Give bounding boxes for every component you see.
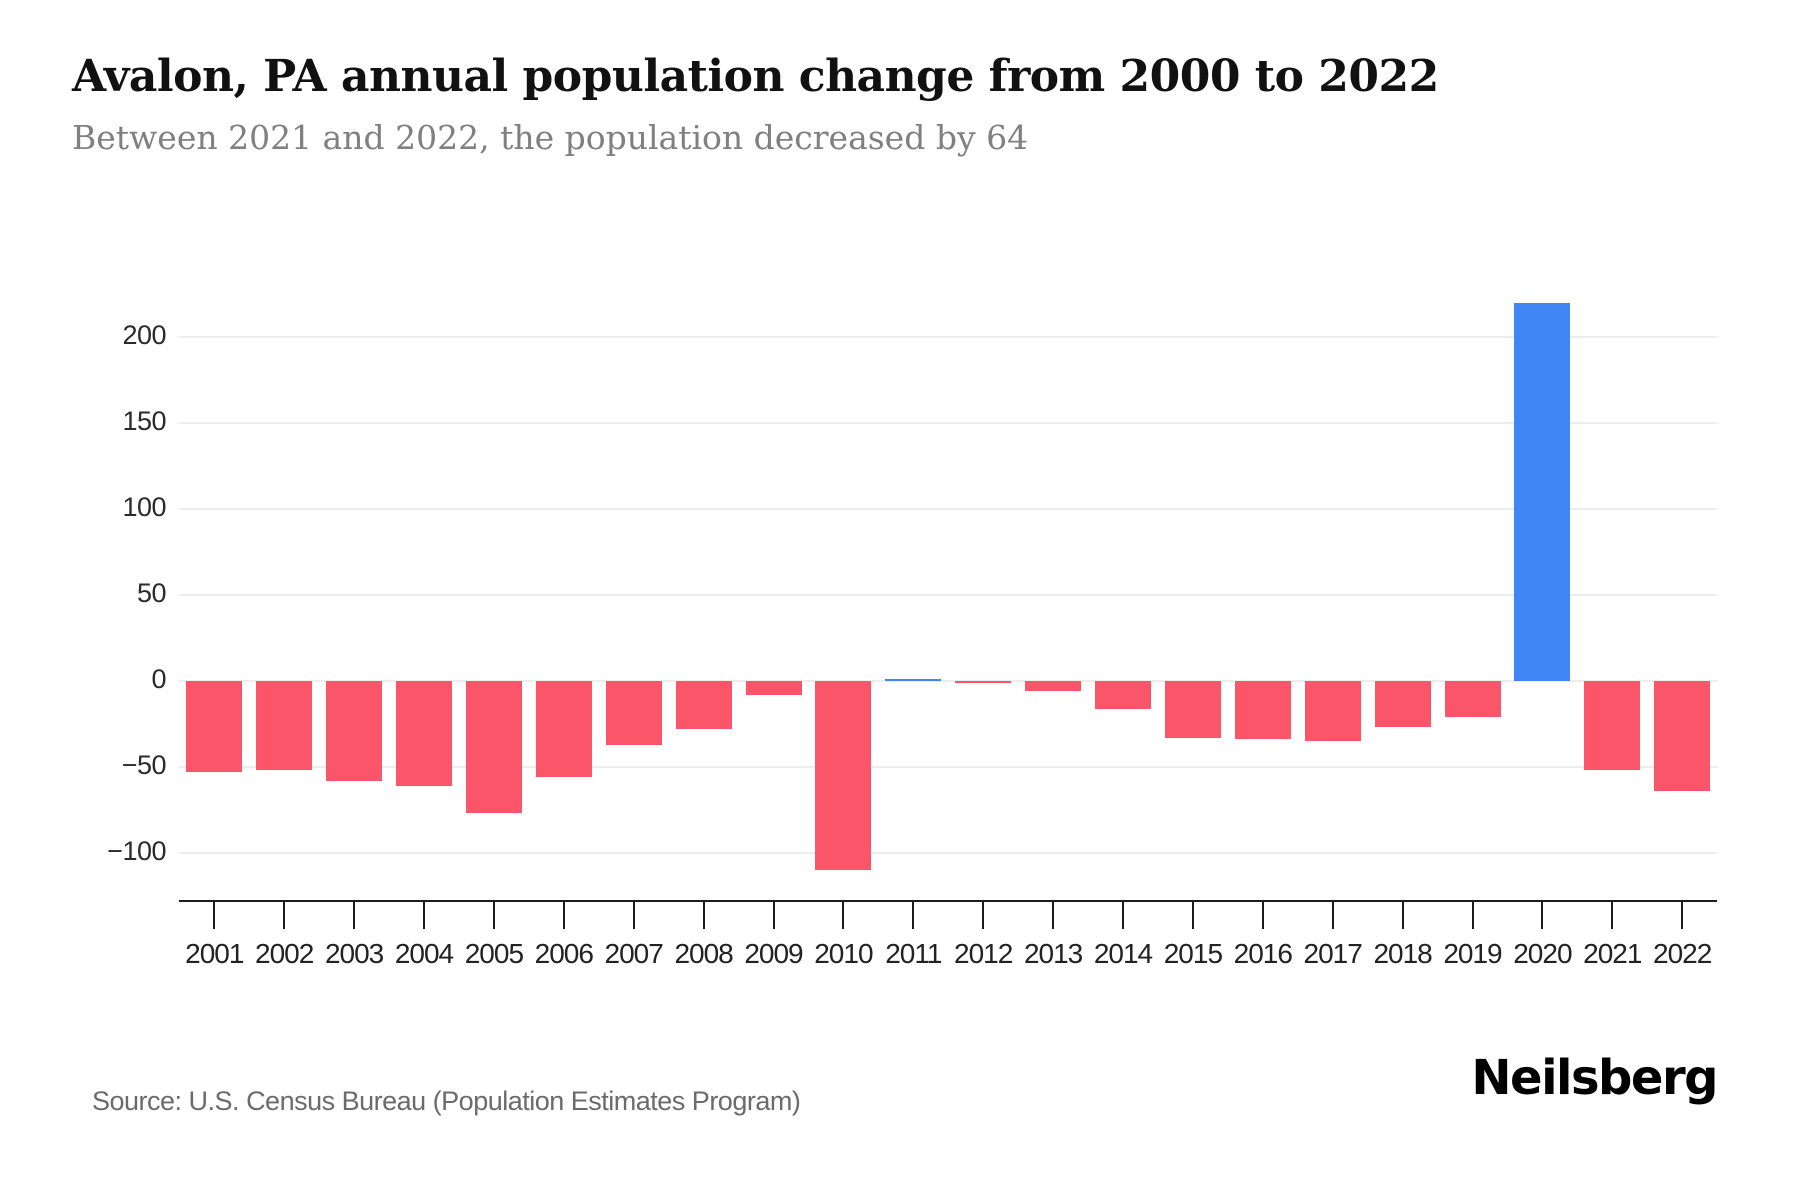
gridline-100 — [179, 508, 1717, 510]
x-tick-2019 — [1471, 900, 1474, 929]
y-axis-label--50: −50 — [121, 750, 167, 780]
y-axis-label-100: 100 — [122, 492, 166, 522]
gridline--50 — [179, 766, 1717, 768]
bar-2013[interactable] — [1025, 681, 1082, 692]
bar-2004[interactable] — [396, 681, 452, 786]
x-tick-2008 — [702, 900, 705, 929]
gridline-150 — [179, 422, 1717, 424]
x-tick-2020 — [1541, 900, 1544, 929]
x-axis-label-2004: 2004 — [394, 938, 454, 969]
bar-2005[interactable] — [465, 681, 522, 814]
gridline-200 — [179, 336, 1717, 338]
y-axis-label-200: 200 — [122, 320, 166, 350]
x-tick-2013 — [1052, 900, 1055, 929]
bar-2014[interactable] — [1095, 681, 1151, 709]
bar-2009[interactable] — [745, 681, 802, 695]
x-tick-2015 — [1191, 900, 1194, 929]
x-tick-2003 — [353, 900, 356, 929]
bar-2022[interactable] — [1654, 681, 1711, 792]
x-axis-label-2013: 2013 — [1023, 938, 1083, 969]
x-axis-label-2017: 2017 — [1303, 938, 1363, 969]
x-tick-2021 — [1611, 900, 1614, 929]
bar-2008[interactable] — [675, 681, 732, 730]
x-axis-label-2009: 2009 — [744, 938, 803, 969]
x-tick-2004 — [423, 900, 425, 929]
x-tick-2001 — [213, 900, 216, 929]
bar-2006[interactable] — [535, 681, 592, 778]
y-axis-label-150: 150 — [122, 406, 166, 436]
bar-2018[interactable] — [1374, 681, 1431, 728]
x-axis-label-2015: 2015 — [1163, 938, 1223, 969]
x-tick-2010 — [842, 900, 845, 929]
bar-2017[interactable] — [1304, 681, 1361, 742]
gridline--100 — [179, 852, 1717, 854]
bar-2007[interactable] — [605, 681, 662, 745]
x-axis-label-2010: 2010 — [814, 938, 873, 969]
x-tick-2005 — [492, 900, 495, 929]
x-tick-2022 — [1681, 900, 1684, 929]
x-axis-label-2012: 2012 — [954, 938, 1013, 969]
x-tick-2009 — [772, 900, 775, 929]
gridline-0 — [179, 680, 1717, 682]
neilsberg-logo: Neilsberg — [1471, 1050, 1718, 1106]
bar-2001[interactable] — [186, 681, 243, 773]
x-tick-2011 — [912, 900, 915, 929]
x-axis-label-2020: 2020 — [1513, 938, 1572, 969]
x-tick-2006 — [562, 900, 565, 929]
x-tick-2014 — [1122, 900, 1124, 929]
x-axis-label-2006: 2006 — [534, 938, 594, 969]
x-axis-label-2018: 2018 — [1373, 938, 1432, 969]
x-tick-2018 — [1401, 900, 1404, 929]
chart-title: Avalon, PA annual population change from… — [72, 51, 1439, 102]
x-tick-2002 — [283, 900, 286, 929]
bar-2021[interactable] — [1584, 681, 1641, 771]
bar-2015[interactable] — [1164, 681, 1221, 738]
x-axis-label-2003: 2003 — [324, 938, 384, 969]
bar-2016[interactable] — [1234, 681, 1291, 740]
bar-2002[interactable] — [256, 681, 313, 771]
x-axis-label-2014: 2014 — [1093, 938, 1153, 969]
x-tick-2017 — [1331, 900, 1334, 929]
x-axis-label-2021: 2021 — [1583, 938, 1642, 969]
x-axis-label-2005: 2005 — [464, 938, 524, 969]
x-axis-label-2007: 2007 — [604, 938, 664, 969]
gridline-50 — [179, 594, 1717, 596]
bar-2010[interactable] — [815, 681, 872, 871]
x-axis-label-2002: 2002 — [255, 938, 314, 969]
x-axis-label-2001: 2001 — [185, 938, 244, 969]
chart-subtitle: Between 2021 and 2022, the population de… — [72, 118, 1029, 157]
y-axis-label-0: 0 — [151, 664, 166, 694]
y-axis-label--100: −100 — [107, 836, 166, 866]
x-tick-2007 — [632, 900, 635, 929]
bar-2020[interactable] — [1514, 302, 1571, 681]
x-axis-label-2016: 2016 — [1233, 938, 1293, 969]
y-axis-label-50: 50 — [136, 578, 167, 608]
source-note: Source: U.S. Census Bureau (Population E… — [92, 1086, 801, 1116]
x-axis-label-2008: 2008 — [674, 938, 733, 969]
x-tick-2016 — [1261, 900, 1264, 929]
x-axis-label-2011: 2011 — [885, 938, 942, 969]
x-axis-label-2022: 2022 — [1653, 938, 1712, 969]
x-axis-line — [179, 900, 1717, 902]
bar-2012[interactable] — [955, 681, 1012, 683]
bar-2019[interactable] — [1444, 681, 1501, 718]
x-axis-label-2019: 2019 — [1443, 938, 1502, 969]
x-tick-2012 — [982, 900, 985, 929]
bar-2003[interactable] — [326, 681, 383, 781]
bar-2011[interactable] — [885, 679, 942, 681]
